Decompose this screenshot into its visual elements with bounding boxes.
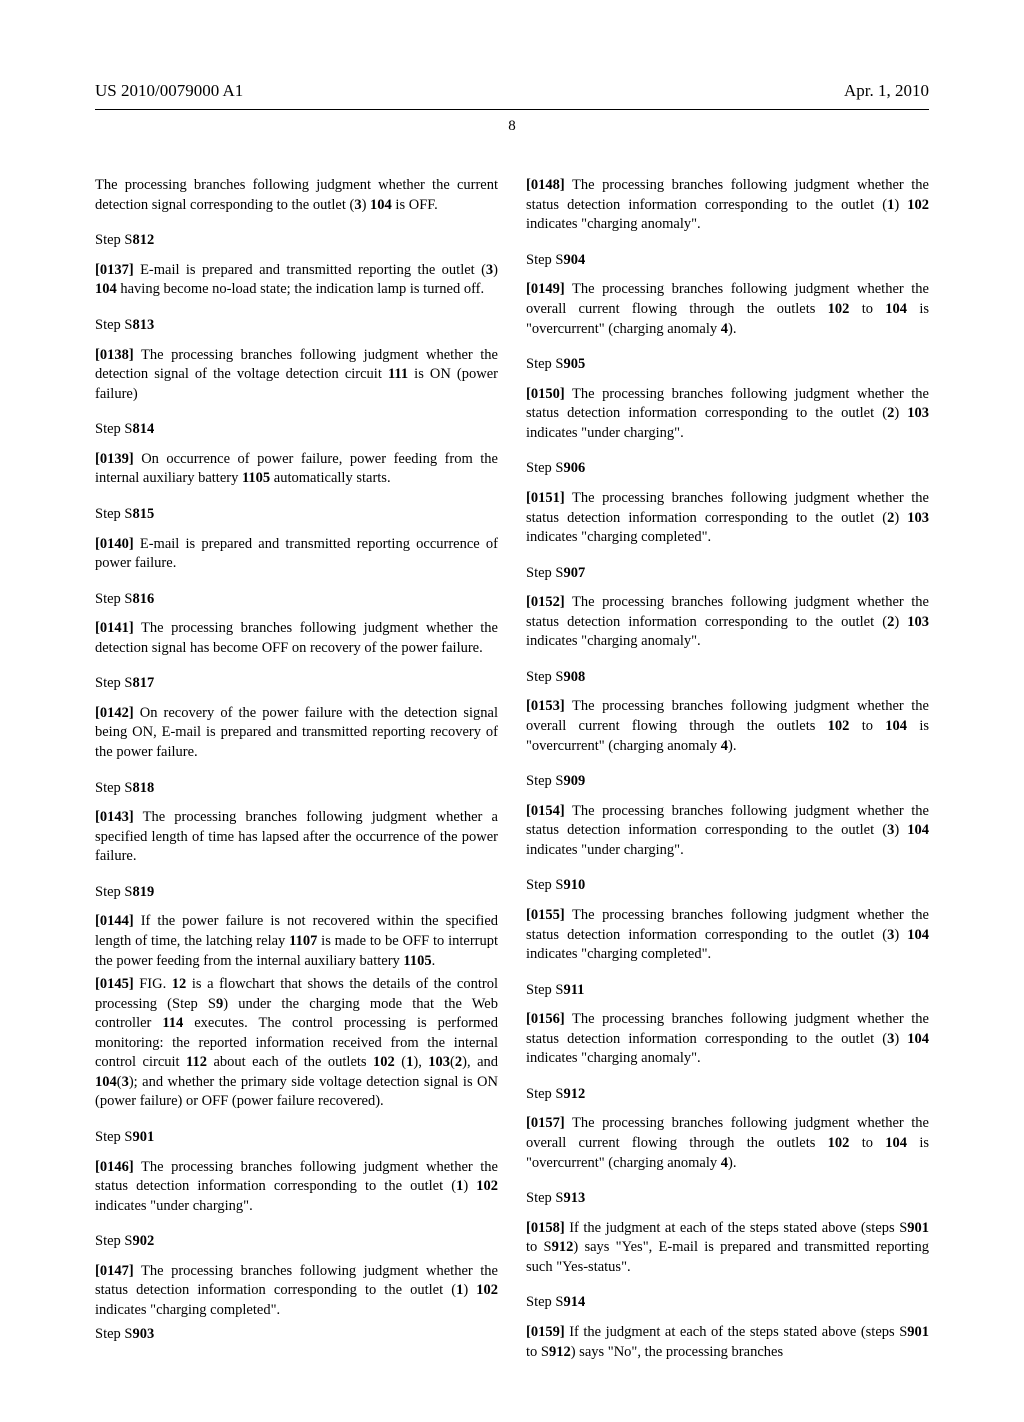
header-rule <box>95 109 929 110</box>
para-0145: [0145] FIG. 12 is a flowchart that shows… <box>95 975 498 1112</box>
para-0146: [0146] The processing branches following… <box>95 1158 498 1217</box>
para-0154: [0154] The processing branches following… <box>526 802 929 861</box>
para-0151: [0151] The processing branches following… <box>526 489 929 548</box>
para-0159: [0159] If the judgment at each of the st… <box>526 1323 929 1362</box>
para-0150: [0150] The processing branches following… <box>526 385 929 444</box>
page-number: 8 <box>95 116 929 136</box>
step-s906-header: Step S906 <box>526 459 929 479</box>
step-s818-header: Step S818 <box>95 779 498 799</box>
para-0156: [0156] The processing branches following… <box>526 1010 929 1069</box>
step-s903-header: Step S903 <box>95 1325 498 1345</box>
two-column-body: The processing branches following judgme… <box>95 176 929 1362</box>
intro-para: The processing branches following judgme… <box>95 176 498 215</box>
step-s902-header: Step S902 <box>95 1232 498 1252</box>
para-0141: [0141] The processing branches following… <box>95 619 498 658</box>
step-s812-header: Step S812 <box>95 231 498 251</box>
para-0148: [0148] The processing branches following… <box>526 176 929 235</box>
para-0139: [0139] On occurrence of power failure, p… <box>95 450 498 489</box>
step-s819-header: Step S819 <box>95 883 498 903</box>
step-s815-header: Step S815 <box>95 505 498 525</box>
para-0158: [0158] If the judgment at each of the st… <box>526 1219 929 1278</box>
para-0157: [0157] The processing branches following… <box>526 1114 929 1173</box>
para-0143: [0143] The processing branches following… <box>95 808 498 867</box>
step-s905-header: Step S905 <box>526 355 929 375</box>
publication-number: US 2010/0079000 A1 <box>95 80 243 103</box>
step-s813-header: Step S813 <box>95 316 498 336</box>
step-s907-header: Step S907 <box>526 564 929 584</box>
step-s913-header: Step S913 <box>526 1189 929 1209</box>
step-s912-header: Step S912 <box>526 1085 929 1105</box>
publication-date: Apr. 1, 2010 <box>844 80 929 103</box>
step-s909-header: Step S909 <box>526 772 929 792</box>
para-0149: [0149] The processing branches following… <box>526 280 929 339</box>
para-0155: [0155] The processing branches following… <box>526 906 929 965</box>
para-0138: [0138] The processing branches following… <box>95 346 498 405</box>
step-s814-header: Step S814 <box>95 420 498 440</box>
para-0137: [0137] E-mail is prepared and transmitte… <box>95 261 498 300</box>
step-s914-header: Step S914 <box>526 1293 929 1313</box>
step-s911-header: Step S911 <box>526 981 929 1001</box>
patent-page: US 2010/0079000 A1 Apr. 1, 2010 8 The pr… <box>0 0 1024 1422</box>
para-0153: [0153] The processing branches following… <box>526 697 929 756</box>
para-0152: [0152] The processing branches following… <box>526 593 929 652</box>
step-s816-header: Step S816 <box>95 590 498 610</box>
page-header: US 2010/0079000 A1 Apr. 1, 2010 <box>95 80 929 103</box>
step-s908-header: Step S908 <box>526 668 929 688</box>
step-s901-header: Step S901 <box>95 1128 498 1148</box>
step-s904-header: Step S904 <box>526 251 929 271</box>
para-0140: [0140] E-mail is prepared and transmitte… <box>95 535 498 574</box>
step-s817-header: Step S817 <box>95 674 498 694</box>
step-s910-header: Step S910 <box>526 876 929 896</box>
para-0144: [0144] If the power failure is not recov… <box>95 912 498 971</box>
para-0142: [0142] On recovery of the power failure … <box>95 704 498 763</box>
para-0147: [0147] The processing branches following… <box>95 1262 498 1321</box>
